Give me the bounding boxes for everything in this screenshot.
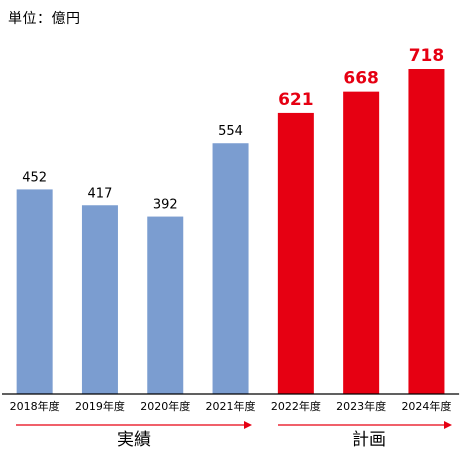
bar-3 xyxy=(147,216,184,394)
bar-6 xyxy=(343,91,380,395)
bar-4 xyxy=(212,143,249,394)
x-tick-label-5: 2022年度 xyxy=(271,399,321,413)
data-label-6: 668 xyxy=(343,69,379,89)
group-arrow-head-2 xyxy=(444,421,452,429)
data-label-3: 392 xyxy=(153,198,178,213)
x-tick-label-1: 2018年度 xyxy=(10,399,60,413)
x-tick-label-6: 2023年度 xyxy=(336,399,386,413)
bar-2 xyxy=(81,205,118,394)
bar-1 xyxy=(16,189,53,394)
group-label-2: 計画 xyxy=(352,430,386,450)
data-label-2: 417 xyxy=(88,186,113,201)
x-tick-label-7: 2024年度 xyxy=(401,399,451,413)
x-tick-label-4: 2021年度 xyxy=(206,399,256,413)
unit-label: 単位：億円 xyxy=(8,11,81,27)
group-label-1: 実績 xyxy=(117,430,151,450)
x-tick-label-3: 2020年度 xyxy=(140,399,190,413)
x-tick-label-2: 2019年度 xyxy=(75,399,125,413)
bar-7 xyxy=(408,69,445,394)
group-arrow-head-1 xyxy=(244,421,252,429)
data-label-1: 452 xyxy=(22,170,47,185)
data-label-7: 718 xyxy=(409,46,445,66)
data-label-5: 621 xyxy=(278,90,314,110)
data-label-4: 554 xyxy=(218,124,243,139)
bar-5 xyxy=(277,112,314,395)
